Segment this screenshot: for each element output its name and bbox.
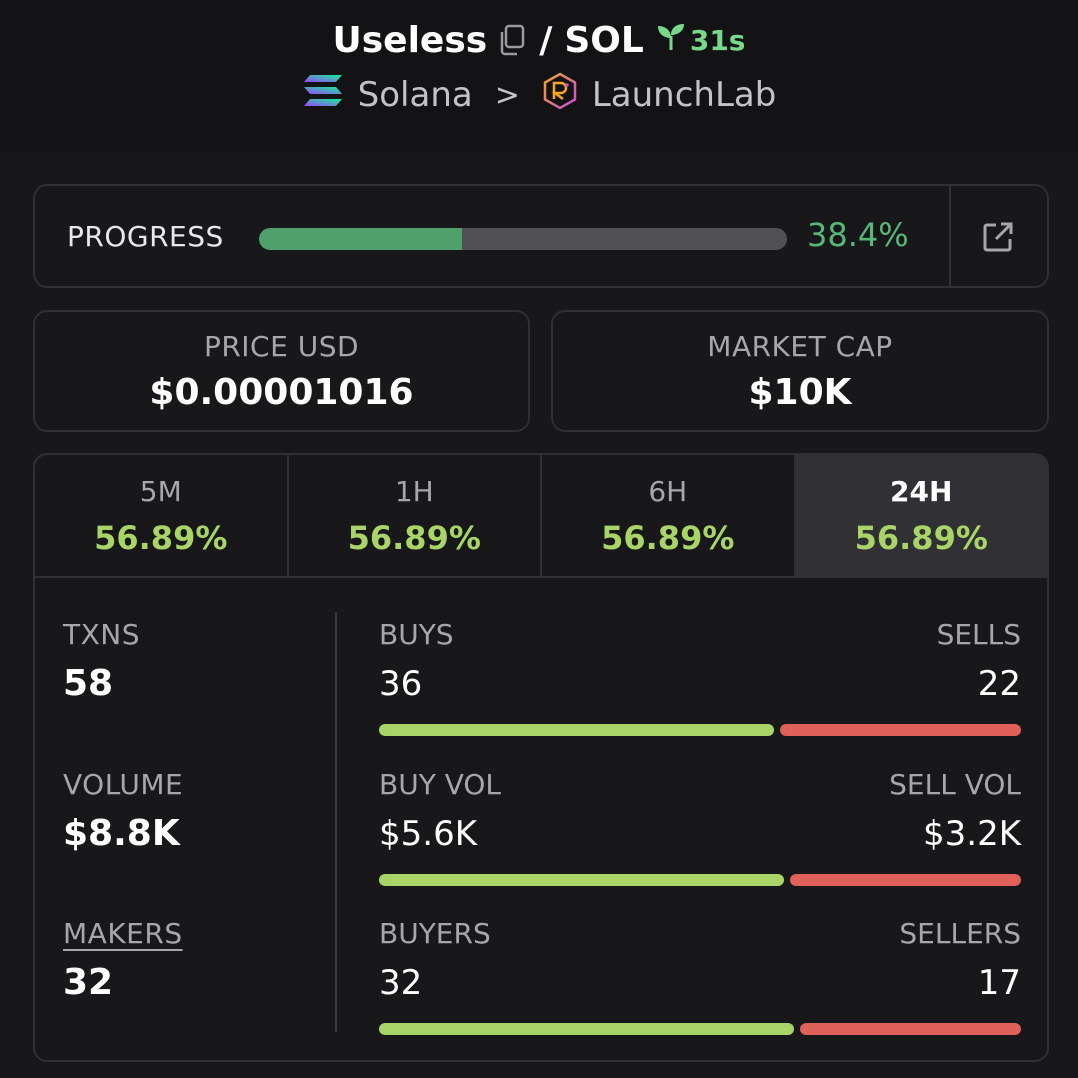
tab-label: 1H <box>394 475 434 508</box>
sell-vol-value: $3.2K <box>923 814 1021 854</box>
buys-sells-ratio: BUYS SELLS 36 22 <box>379 618 1021 738</box>
makers-stat: MAKERS 32 <box>63 917 183 1003</box>
price-value: $0.00001016 <box>149 372 414 413</box>
column-divider <box>335 612 337 1032</box>
copy-icon[interactable] <box>497 24 527 56</box>
pair-separator: / <box>539 19 553 61</box>
buyers-sellers-bar <box>379 1023 1021 1035</box>
txns-stat: TXNS 58 <box>63 618 140 704</box>
bonding-progress-card: PROGRESS 38.4% <box>33 184 1049 288</box>
sell-bar <box>780 724 1021 736</box>
tab-change: 56.89% <box>601 519 735 557</box>
market-cap-card: MARKET CAP $10K <box>551 310 1049 432</box>
chain-name[interactable]: Solana <box>357 75 473 115</box>
sell-vol-bar <box>790 874 1021 886</box>
txns-value: 58 <box>63 663 114 704</box>
volume-value: $8.8K <box>63 813 180 854</box>
txns-label: TXNS <box>63 618 141 651</box>
dex-name[interactable]: LaunchLab <box>591 75 777 115</box>
sells-label: SELLS <box>936 618 1021 651</box>
external-link-icon[interactable] <box>981 220 1015 254</box>
buy-vol-value: $5.6K <box>379 814 477 854</box>
chain-breadcrumb: Solana > LaunchLab <box>0 72 1078 118</box>
tab-change: 56.89% <box>854 519 988 557</box>
buyers-sellers-ratio: BUYERS SELLERS 32 17 <box>379 917 1021 1037</box>
solana-logo-icon <box>302 73 344 118</box>
transaction-details: TXNS 58 VOLUME $8.8K MAKERS 32 BUYS SELL… <box>33 576 1049 1062</box>
tab-label: 24H <box>890 475 953 508</box>
token-name: Useless <box>332 19 488 61</box>
chevron-right-icon: > <box>494 77 520 113</box>
age-text: 31s <box>689 23 746 57</box>
progress-label: PROGRESS <box>67 220 224 253</box>
pair-age: 31s <box>656 22 746 59</box>
tab-6h[interactable]: 6H 56.89% <box>542 455 796 577</box>
sprout-icon <box>656 22 686 59</box>
buys-value: 36 <box>379 664 423 704</box>
volume-stat: VOLUME $8.8K <box>63 768 183 854</box>
pair-header: Useless / SOL 31s <box>0 0 1078 152</box>
volume-ratio: BUY VOL SELL VOL $5.6K $3.2K <box>379 768 1021 888</box>
buyers-value: 32 <box>379 963 423 1003</box>
volume-label: VOLUME <box>63 768 184 801</box>
sellers-label: SELLERS <box>899 917 1021 950</box>
sells-value: 22 <box>977 664 1021 704</box>
price-label: PRICE USD <box>203 330 360 363</box>
buys-label: BUYS <box>379 618 454 651</box>
tab-change: 56.89% <box>347 519 481 557</box>
quote-token: SOL <box>564 19 644 61</box>
market-cap-value: $10K <box>748 372 852 413</box>
progress-percent: 38.4% <box>807 216 909 254</box>
buy-vol-bar <box>379 874 784 886</box>
tab-24h[interactable]: 24H 56.89% <box>795 455 1047 577</box>
buys-sells-bar <box>379 724 1021 736</box>
progress-track <box>259 228 787 250</box>
tab-label: 6H <box>648 475 688 508</box>
buy-vol-label: BUY VOL <box>379 768 502 801</box>
launchlab-logo-icon <box>542 72 578 119</box>
timeframe-tabs: 5M 56.89% 1H 56.89% 6H 56.89% 24H 56.89% <box>33 453 1049 577</box>
tab-5m[interactable]: 5M 56.89% <box>35 455 289 577</box>
sellers-value: 17 <box>977 963 1021 1003</box>
market-cap-label: MARKET CAP <box>707 330 893 363</box>
tab-label: 5M <box>139 475 182 508</box>
tab-change: 56.89% <box>94 519 228 557</box>
makers-label[interactable]: MAKERS <box>63 917 183 950</box>
progress-divider <box>949 186 951 286</box>
buyers-bar <box>379 1023 794 1035</box>
buy-bar <box>379 724 774 736</box>
volume-bar <box>379 874 1021 886</box>
price-usd-card: PRICE USD $0.00001016 <box>33 310 530 432</box>
buyers-label: BUYERS <box>379 917 491 950</box>
tab-1h[interactable]: 1H 56.89% <box>289 455 542 577</box>
sell-vol-label: SELL VOL <box>889 768 1021 801</box>
sellers-bar <box>800 1023 1021 1035</box>
pair-title: Useless / SOL 31s <box>0 14 1078 66</box>
makers-value: 32 <box>63 962 114 1003</box>
progress-fill <box>259 228 462 250</box>
